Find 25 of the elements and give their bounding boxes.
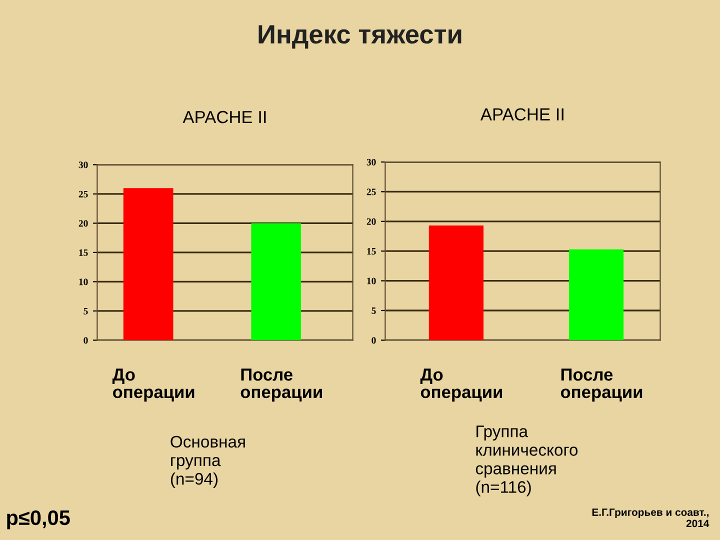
y-tick-label: 25 <box>78 190 88 198</box>
text: Е.Г.Григорьев и соавт., 2014 <box>592 508 710 528</box>
y-tick-label: 0 <box>84 337 88 344</box>
y-tick-label: 0 <box>372 337 376 344</box>
y-tick-label: 15 <box>367 248 376 255</box>
x-tick-label: До операции <box>112 368 194 402</box>
y-tick-label: 20 <box>366 218 376 225</box>
y-tick-label: 25 <box>366 188 376 196</box>
x-tick-label: После операции <box>560 368 642 402</box>
y-tick-label: 20 <box>78 220 88 227</box>
x-tick-label: До операции <box>420 368 502 402</box>
text: p≤0,05 <box>7 510 70 530</box>
chart-title: Индекс тяжести <box>258 25 462 49</box>
y-tick-label: 30 <box>78 162 88 168</box>
y-tick-label: 5 <box>372 308 376 314</box>
chart-subtitle: APACHE II <box>182 110 266 124</box>
x-tick-label: После операции <box>240 368 322 402</box>
chart-subtitle: APACHE II <box>480 108 564 121</box>
y-tick-label: 10 <box>79 278 88 286</box>
y-tick-label: 10 <box>367 278 376 284</box>
x-axis-title: Группа клинического сравнения (n=116) <box>476 426 578 496</box>
y-tick-label: 15 <box>79 249 88 256</box>
x-axis-title: Основная группа (n=94) <box>170 436 245 488</box>
y-tick-label: 30 <box>366 158 376 166</box>
y-tick-label: 5 <box>84 308 88 314</box>
